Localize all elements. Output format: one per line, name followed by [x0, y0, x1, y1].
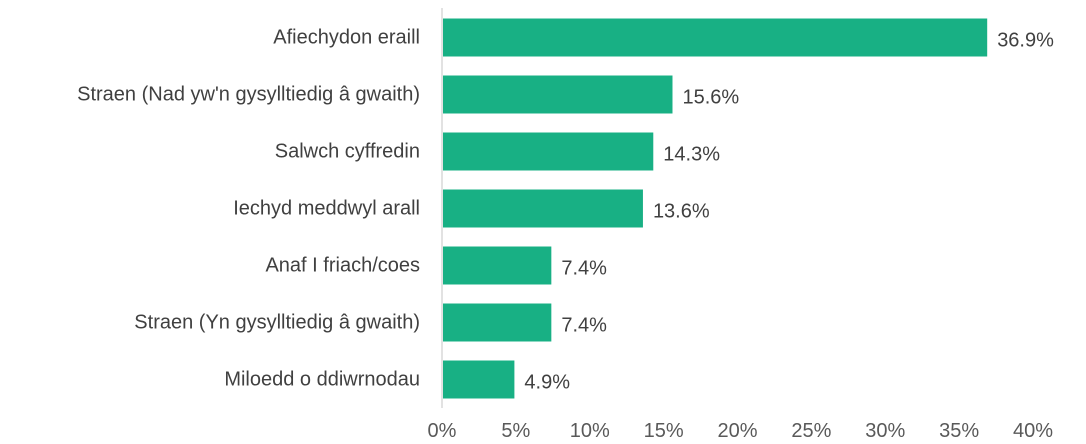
data-label: 4.9% [524, 372, 570, 394]
x-tick-label: 40% [1013, 420, 1053, 442]
category-label: Iechyd meddwyl arall [233, 198, 420, 220]
data-label: 36.9% [997, 30, 1054, 52]
x-tick-label: 25% [791, 420, 831, 442]
data-label: 14.3% [663, 144, 720, 166]
bars-group [443, 18, 988, 399]
bar-1 [443, 75, 673, 114]
bar-3 [443, 189, 643, 228]
category-labels: Afiechydon eraill Straen (Nad yw'n gysyll… [77, 27, 420, 391]
x-tick-label: 15% [644, 420, 684, 442]
data-label: 7.4% [561, 258, 607, 280]
data-label: 15.6% [682, 87, 739, 109]
data-label: 13.6% [653, 201, 710, 223]
bar-0 [443, 18, 988, 57]
category-label: Afiechydon eraill [273, 27, 420, 49]
data-label: 7.4% [561, 315, 607, 337]
x-tick-label: 20% [717, 420, 757, 442]
category-label: Straen (Yn gysylltiedig â gwaith) [134, 312, 420, 334]
category-label: Anaf I friach/coes [265, 255, 420, 277]
bar-6 [443, 360, 515, 399]
x-tick-label: 10% [570, 420, 610, 442]
x-axis-tick-labels: 0% 5% 10% 15% 20% 25% 30% 35% 40% [428, 420, 1054, 442]
x-tick-label: 35% [939, 420, 979, 442]
category-label: Straen (Nad yw'n gysylltiedig â gwaith) [77, 84, 420, 106]
bar-2 [443, 132, 654, 171]
bar-5 [443, 303, 552, 342]
category-label: Salwch cyffredin [275, 141, 420, 163]
bar-4 [443, 246, 552, 285]
category-label: Miloedd o ddiwrnodau [224, 369, 420, 391]
x-tick-label: 0% [428, 420, 457, 442]
data-labels: 36.9% 15.6% 14.3% 13.6% 7.4% 7.4% 4.9% [524, 30, 1054, 394]
x-tick-label: 5% [501, 420, 530, 442]
x-tick-label: 30% [865, 420, 905, 442]
